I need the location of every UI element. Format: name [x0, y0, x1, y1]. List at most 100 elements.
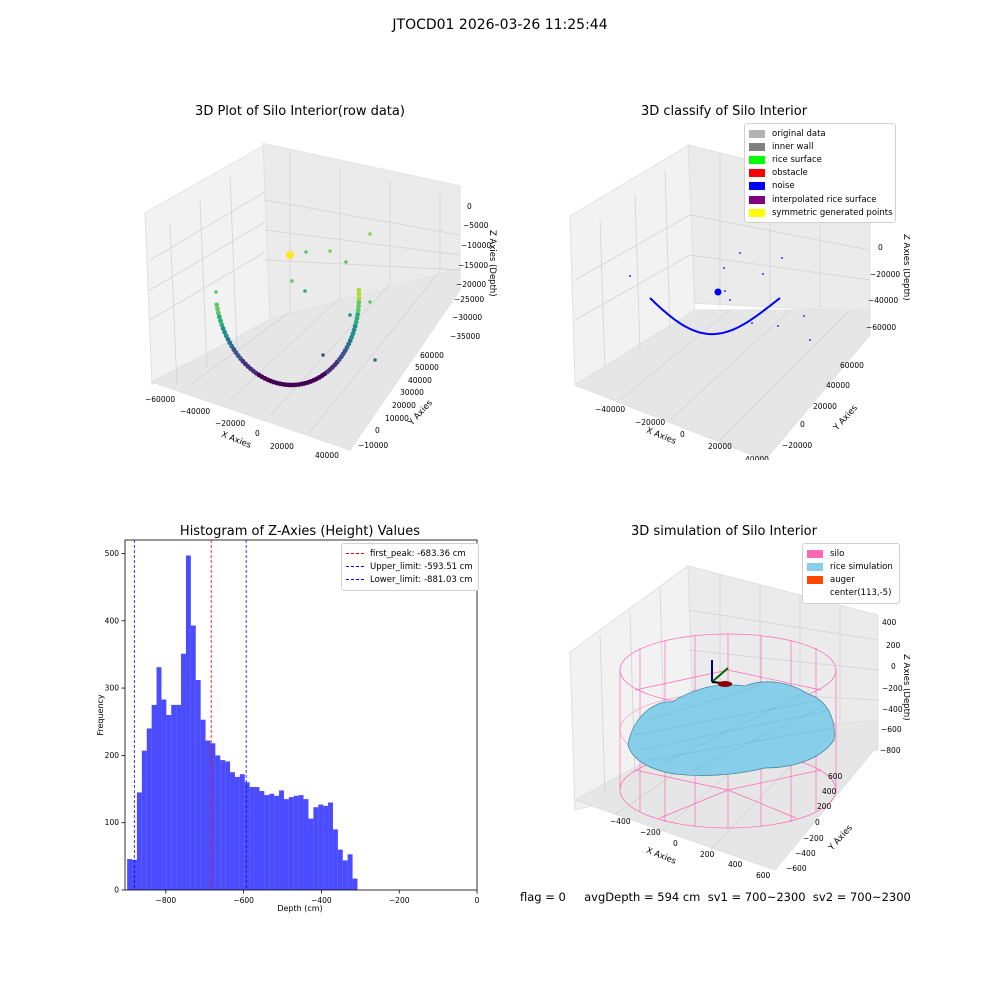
histogram-bar	[166, 715, 172, 890]
plot1-x-tick: −40000	[180, 407, 210, 416]
plot2-legend-entry: original data	[749, 127, 891, 140]
legend-label: auger	[830, 574, 855, 585]
plot1-scatter-point	[348, 313, 352, 317]
plot2-noise-point	[629, 275, 631, 277]
plot1-x-tick: −60000	[145, 395, 175, 404]
legend-label: Lower_limit: -881.03 cm	[370, 574, 473, 585]
plot2-x-tick-labels: −40000 −20000 0 20000 40000	[595, 405, 769, 460]
plot1-y-tick: 30000	[400, 388, 424, 397]
legend-swatch	[749, 182, 765, 191]
histogram-bar	[190, 625, 196, 890]
histogram-bar	[323, 805, 329, 890]
plot1-z-tick: −25000	[454, 295, 484, 304]
histogram-bar	[254, 787, 260, 890]
plot1-3d-axes: −60000 −40000 −20000 0 20000 40000 X Axi…	[144, 142, 497, 460]
plot1-arc-point	[355, 311, 361, 317]
plot1-arc-point	[216, 314, 222, 320]
plot1-point-arc	[214, 287, 362, 388]
histogram-y-ticks: 0 100 200 300 400 500	[105, 549, 125, 895]
plot4-z-tick: −800	[880, 746, 901, 755]
plot2-title: 3D classify of Silo Interior	[640, 104, 808, 119]
plot1-scatter-point	[328, 249, 332, 253]
plot1-y-tick: 10000	[385, 414, 409, 423]
histogram-bar	[185, 555, 191, 890]
plot2-noise-point	[777, 325, 779, 327]
histogram-bar	[308, 818, 314, 890]
plot2-y-tick: 0	[800, 420, 805, 429]
histogram-bar	[141, 750, 147, 890]
plot2-noise-point	[803, 315, 805, 317]
plot4-y-tick: −400	[795, 849, 816, 858]
plot2-x-tick: 0	[680, 430, 685, 439]
plot1-scatter-point	[290, 279, 294, 283]
histogram-bar	[342, 860, 348, 890]
plot1-arc-point	[356, 287, 362, 293]
histogram-legend: first_peak: -683.36 cm Upper_limit: -593…	[341, 543, 479, 591]
plot4-z-tick: −600	[881, 725, 902, 734]
status-footer: flag = 0 avgDepth = 594 cm sv1 = 700~230…	[520, 890, 911, 904]
histogram-bar	[259, 791, 265, 890]
plot2-y-tick-labels: −20000 0 20000 40000 60000	[782, 361, 864, 450]
histogram-bar	[269, 793, 275, 890]
plot1-z-tick: −30000	[452, 313, 482, 322]
histogram-bar	[274, 795, 280, 890]
plot1-z-tick: −10000	[461, 241, 491, 250]
legend-label: noise	[772, 181, 795, 192]
histogram-bar	[136, 792, 142, 890]
histogram-x-tick-label: 0	[475, 896, 480, 905]
plot2-noise-point	[724, 290, 726, 292]
legend-swatch	[807, 562, 823, 571]
histogram-bar	[244, 782, 250, 890]
histogram-bar	[146, 728, 152, 890]
plot1-x-tick: 40000	[315, 451, 339, 460]
histogram-bar	[171, 704, 177, 890]
legend-swatch	[807, 589, 823, 597]
plot4-y-tick-labels: −600 −400 −200 0 200 400 600	[786, 772, 843, 873]
histogram-bar	[318, 804, 324, 890]
plot4-legend: silo rice simulation auger center(113,-5…	[802, 543, 900, 604]
histogram-bar	[283, 799, 289, 890]
plot1-arc-point	[356, 295, 362, 301]
histogram-title: Histogram of Z-Axies (Height) Values	[179, 524, 421, 539]
plot4-x-tick: −400	[610, 817, 631, 826]
plot4-x-tick: 0	[673, 839, 678, 848]
plot1-scatter-point	[304, 250, 308, 254]
plot4-x-tick: 200	[700, 850, 715, 859]
histogram-bar	[127, 859, 133, 890]
plot2-z-tick: −40000	[868, 296, 898, 305]
plot1-z-tick-labels: 0 −5000 −10000 −15000 −20000 −25000 −300…	[450, 202, 491, 341]
histogram-bar	[239, 774, 245, 890]
plot1-arc-point	[354, 315, 360, 321]
plot2-z-label: Z Axies (Depth)	[901, 234, 910, 301]
plot1-z-tick: −20000	[456, 280, 486, 289]
histogram-x-tick-label: −800	[156, 896, 177, 905]
plot2-noise-point	[809, 339, 811, 341]
plot2-noise-points	[629, 252, 811, 341]
plot2-y-tick: 60000	[840, 361, 864, 370]
plot2-x-tick: −20000	[635, 418, 665, 427]
histogram-y-tick-label: 0	[114, 886, 119, 895]
plot1-x-tick: 0	[255, 429, 260, 438]
plot2-grid	[574, 154, 871, 441]
plot1-grid	[149, 152, 461, 433]
plot1-arc-point	[219, 322, 225, 328]
plot4-z-tick: 400	[882, 618, 897, 627]
plot1-scatter-point	[368, 232, 372, 236]
auger-axes-glyph	[711, 660, 733, 687]
histogram-bar	[210, 743, 216, 890]
plot4-legend-entry: rice simulation	[807, 560, 895, 573]
plot2-3d-axes: −40000 −20000 0 20000 40000 X Axies −200…	[569, 143, 910, 460]
plot1-scatter-point	[286, 251, 294, 259]
legend-swatch	[749, 169, 765, 178]
plot2-x-label: X Axies	[645, 426, 678, 447]
plot2-legend-entry: inner wall	[749, 140, 891, 153]
legend-swatch	[749, 155, 765, 164]
plot2-noise-point	[751, 322, 753, 324]
plot1-arc-point	[222, 329, 228, 335]
plot4-z-tick: 0	[891, 662, 896, 671]
plot2-legend: original data inner wall rice surface ob…	[744, 123, 896, 224]
histogram-x-label: Depth (cm)	[277, 904, 322, 913]
plot4-y-tick: 600	[828, 772, 843, 781]
plot2-noise-point	[739, 252, 741, 254]
histogram-y-tick-label: 200	[105, 751, 120, 760]
